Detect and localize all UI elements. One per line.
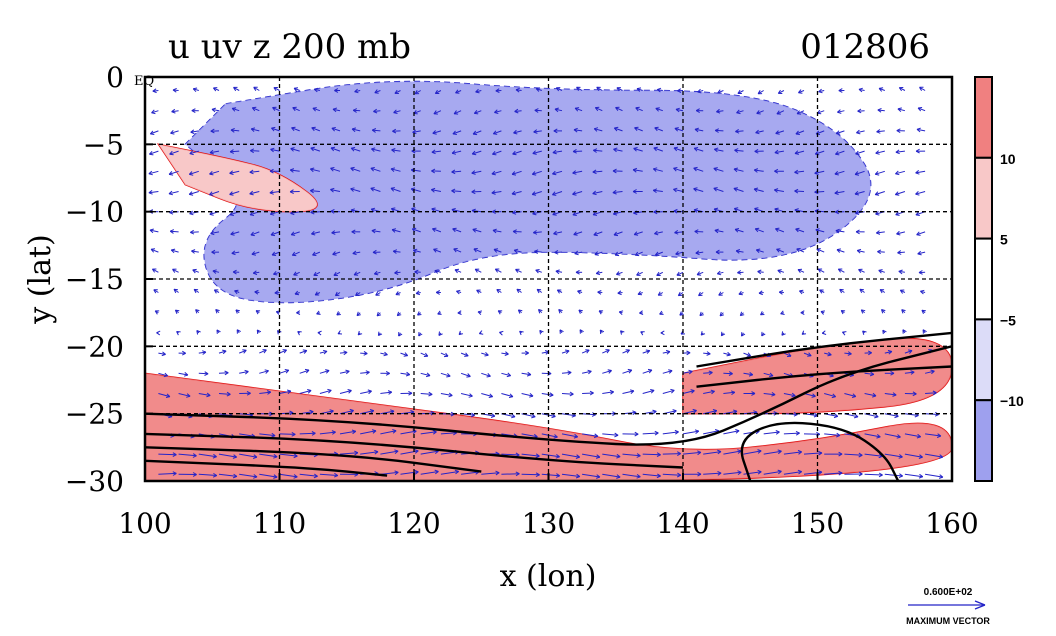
colorbar-segment — [975, 158, 992, 239]
eq-label: EQ — [134, 74, 154, 89]
x-axis-ticks: 100 110 120 130 140 150 160 — [118, 473, 978, 540]
colorbar-segment — [975, 239, 992, 320]
x-axis-label: x (lon) — [500, 559, 597, 594]
colorbar: 10 5 −5 −10 — [975, 77, 1024, 481]
date-label: 012806 — [800, 27, 930, 67]
x-tick-label: 150 — [791, 507, 844, 540]
colorbar-label: 5 — [1000, 232, 1008, 248]
chart-title: u uv z 200 mb — [168, 27, 411, 67]
x-tick-label: 160 — [925, 507, 978, 540]
y-tick-label: −25 — [65, 398, 124, 431]
y-tick-label: −5 — [83, 128, 124, 161]
x-tick-label: 100 — [118, 507, 171, 540]
x-tick-label: 110 — [253, 507, 306, 540]
colorbar-segment — [975, 77, 992, 158]
y-axis-ticks: 0 −5 −10 −15 −20 −25 −30 — [65, 61, 153, 498]
x-tick-label: 120 — [387, 507, 440, 540]
y-tick-label: −10 — [65, 196, 124, 229]
y-tick-label: −30 — [65, 465, 124, 498]
colorbar-label: −5 — [1000, 312, 1016, 328]
vector-reference-label: MAXIMUM VECTOR — [906, 616, 990, 626]
colorbar-segment — [975, 319, 992, 400]
colorbar-label: −10 — [1000, 393, 1024, 409]
plot-area — [145, 77, 952, 481]
y-tick-label: −15 — [65, 263, 124, 296]
vector-reference-value: 0.600E+02 — [924, 587, 973, 598]
x-tick-label: 130 — [522, 507, 575, 540]
x-tick-label: 140 — [656, 507, 709, 540]
colorbar-segment — [975, 400, 992, 481]
y-tick-label: 0 — [106, 61, 124, 94]
vector-reference: 0.600E+02 MAXIMUM VECTOR — [906, 587, 990, 626]
colorbar-label: 10 — [1000, 151, 1016, 167]
y-tick-label: −20 — [65, 330, 124, 363]
y-axis-label: y (lat) — [23, 234, 58, 324]
